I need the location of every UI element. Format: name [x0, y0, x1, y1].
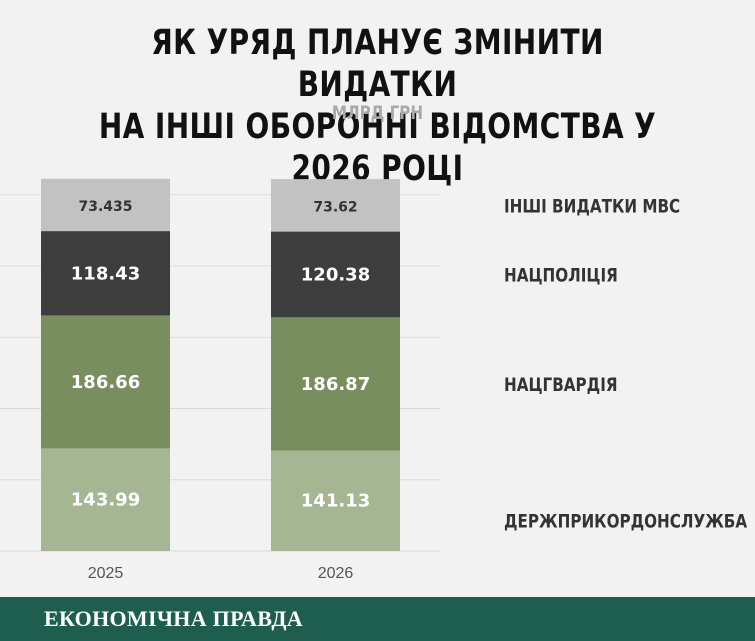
data-label: 73.62 [313, 199, 357, 215]
legend-label: ДЕРЖПРИКОРДОНСЛУЖБА [504, 511, 748, 533]
bar-segment [271, 317, 400, 451]
chart-title: ЯК УРЯД ПЛАНУЄ ЗМІНИТИ ВИДАТКИ НА ІНШІ О… [76, 22, 680, 190]
data-label: 186.66 [71, 372, 140, 393]
data-label: 120.38 [301, 264, 370, 285]
x-tick-label: 2026 [318, 565, 354, 582]
bar-segment [41, 448, 170, 551]
data-label: 186.87 [301, 374, 370, 395]
brand-logo: ЕКОНОМІЧНА ПРАВДА [44, 606, 303, 631]
data-label: 118.43 [71, 263, 140, 284]
chart-subtitle: МЛРД ГРН [331, 102, 424, 124]
data-label: 143.99 [71, 490, 140, 511]
bar-segment [271, 450, 400, 551]
bar-segment [41, 231, 170, 316]
data-label: 73.435 [78, 199, 132, 215]
legend-label: НАЦГВАРДІЯ [504, 374, 618, 396]
footer-bar: ЕКОНОМІЧНА ПРАВДА [0, 597, 755, 641]
bar-segment [41, 178, 170, 232]
chart-title-line-1: ЯК УРЯД ПЛАНУЄ ЗМІНИТИ ВИДАТКИ [151, 23, 604, 105]
legend-label: НАЦПОЛІЦІЯ [504, 265, 618, 287]
bar-segment [41, 315, 170, 449]
bar-segment [271, 231, 400, 318]
bar-segment [271, 179, 400, 232]
stacked-bar-chart: 143.99 186.66 118.43 73.435 2025 141.13 186.87… [0, 178, 748, 582]
x-tick-label: 2025 [88, 565, 124, 582]
legend-label: ІНШІ ВИДАТКИ МВС [504, 196, 680, 218]
data-label: 141.13 [301, 491, 370, 512]
